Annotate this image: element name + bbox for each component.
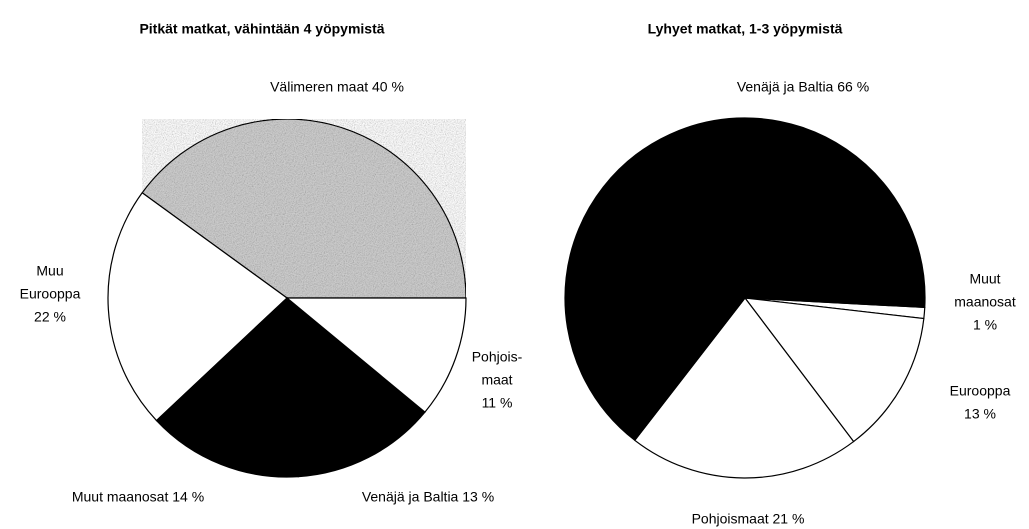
slice-label: Muut maanosat 14 % [72, 489, 204, 505]
slice-label: 13 % [964, 406, 996, 422]
slice-label: Eurooppa [20, 286, 81, 302]
pie-slice [286, 296, 426, 478]
slice-label: maanosat [954, 294, 1016, 310]
slice-label: maat [481, 372, 512, 388]
pie-slice [141, 118, 467, 299]
chart-title: Pitkät matkat, vähintään 4 yöpymistä [139, 21, 384, 37]
slice-label: 11 % [482, 395, 513, 411]
pie-slice [155, 296, 299, 478]
pie-slice [107, 191, 288, 422]
pie-slice [743, 297, 925, 443]
slice-label: Venäjä ja Baltia 13 % [362, 489, 494, 505]
pie-slice [633, 297, 855, 479]
slice-label: Pohjois- [472, 349, 523, 365]
slice-label: Muu [36, 263, 63, 279]
slice-label: Venäjä ja Baltia 66 % [737, 79, 869, 95]
slice-label: 22 % [34, 309, 66, 325]
pie-slice [285, 297, 467, 413]
slice-label: Eurooppa [950, 383, 1011, 399]
pie-slice [564, 117, 926, 442]
slice-label: Pohjoismaat 21 % [692, 511, 805, 527]
slice-label: Muut [969, 271, 1000, 287]
slice-label: Välimeren maat 40 % [270, 79, 404, 95]
chart-title: Lyhyet matkat, 1-3 yöpymistä [648, 21, 843, 37]
slice-label: 1 % [973, 317, 997, 333]
